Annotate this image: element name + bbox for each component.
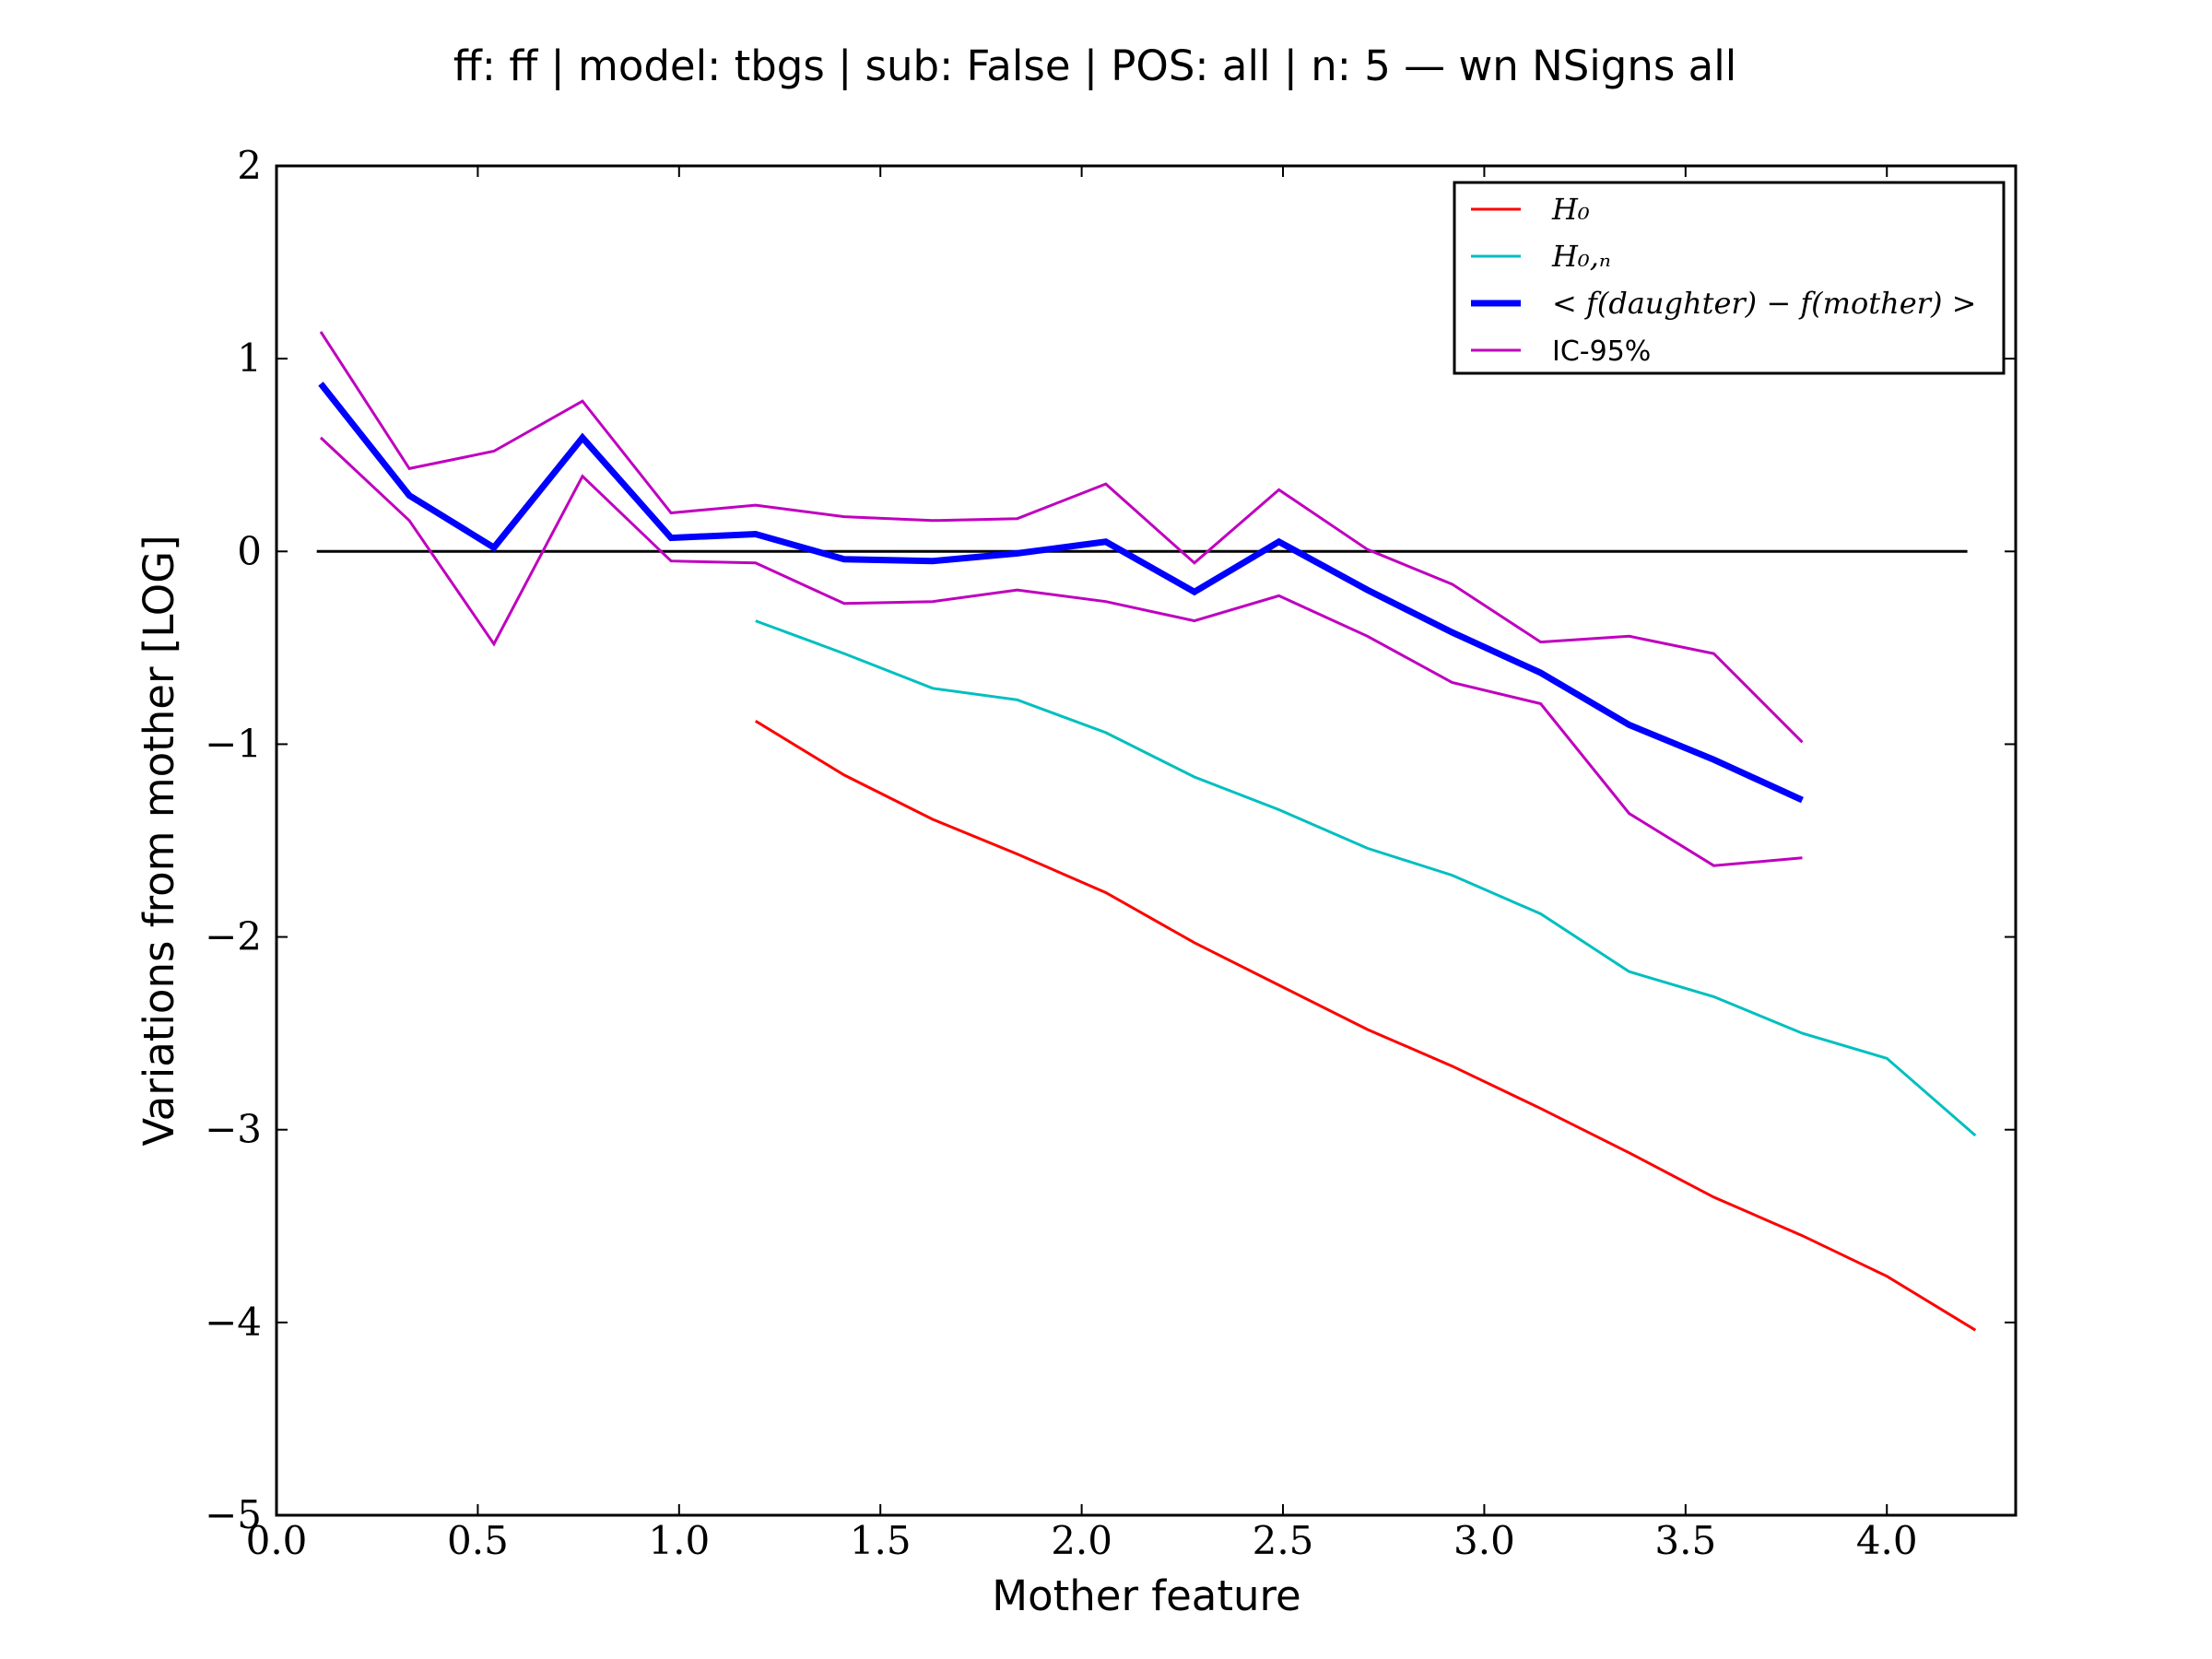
plot-frame <box>275 164 2018 1517</box>
y-tick-label: 1 <box>237 335 262 381</box>
x-tick-label: 2.5 <box>1253 1518 1314 1563</box>
chart-title: ff: ff | model: tbgs | sub: False | POS:… <box>453 41 1736 90</box>
series-line-f-daughter-f-mother <box>318 382 1804 804</box>
series-line-h <box>755 619 1977 1137</box>
series-line-h <box>755 720 1977 1332</box>
x-tick-label: 4.0 <box>1856 1518 1918 1563</box>
y-axis-ticks: 2 1 0 −1 −2 −3 −4 −5 <box>205 143 2016 1537</box>
legend: H₀ H₀,ₙ < f(daughter) − f(mother) > IC-95% <box>1453 181 2006 375</box>
y-tick-label: −4 <box>205 1300 262 1345</box>
y-tick-label: 2 <box>237 143 262 188</box>
x-tick-label: 1.5 <box>850 1518 912 1563</box>
x-tick-label: 0.5 <box>447 1518 509 1563</box>
y-axis-label: Variations from mother [LOG] <box>135 535 183 1146</box>
legend-label-4: IC-95% <box>1552 335 1651 368</box>
x-axis-ticks: 0.0 0.5 1.0 1.5 2.0 2.5 3.0 3.5 4.0 <box>246 166 1918 1563</box>
x-tick-label: 3.0 <box>1453 1518 1515 1563</box>
x-axis-label: Mother feature <box>992 1571 1300 1620</box>
plot-lines <box>316 331 1977 1332</box>
series-line-ic-95-upper <box>319 331 1804 744</box>
legend-label-3: < f(daughter) − f(mother) > <box>1552 286 1976 321</box>
legend-label-1: H₀ <box>1551 192 1590 227</box>
series-line-ic-95-lower <box>319 436 1803 867</box>
y-tick-label: −2 <box>205 914 262 959</box>
y-tick-label: 0 <box>237 528 262 573</box>
y-tick-label: −3 <box>205 1107 262 1152</box>
legend-box <box>1453 181 2006 375</box>
x-tick-label: 0.0 <box>246 1518 308 1563</box>
y-tick-label: −5 <box>205 1492 262 1537</box>
x-tick-label: 2.0 <box>1051 1518 1112 1563</box>
y-tick-label: −1 <box>205 721 262 766</box>
x-tick-label: 3.5 <box>1654 1518 1716 1563</box>
legend-label-2: H₀,ₙ <box>1551 239 1611 274</box>
x-tick-label: 1.0 <box>648 1518 710 1563</box>
